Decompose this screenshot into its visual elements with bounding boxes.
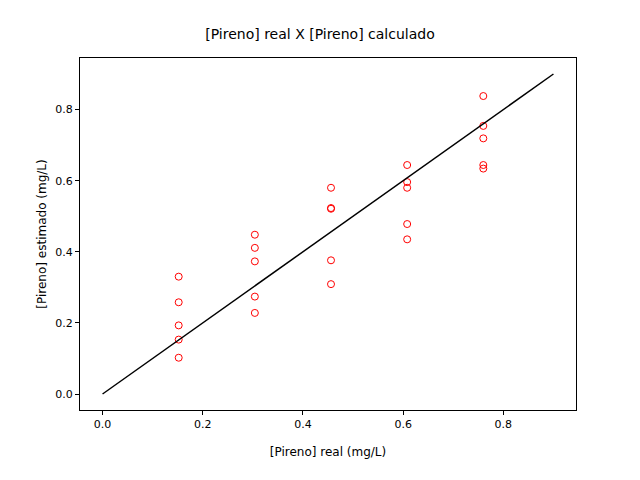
svg-text:0.6: 0.6 <box>394 418 412 431</box>
svg-text:[Pireno] real X [Pireno] calcu: [Pireno] real X [Pireno] calculado <box>205 26 434 42</box>
svg-text:[Pireno] estimado (mg/L): [Pireno] estimado (mg/L) <box>35 159 49 308</box>
svg-text:0.4: 0.4 <box>294 418 312 431</box>
svg-text:0.0: 0.0 <box>94 418 112 431</box>
svg-text:0.2: 0.2 <box>55 317 73 330</box>
svg-text:0.4: 0.4 <box>55 246 73 259</box>
svg-text:0.0: 0.0 <box>55 388 73 401</box>
svg-text:0.6: 0.6 <box>55 175 73 188</box>
svg-text:0.2: 0.2 <box>194 418 212 431</box>
svg-text:[Pireno] real (mg/L): [Pireno] real (mg/L) <box>270 445 386 459</box>
svg-text:0.8: 0.8 <box>55 103 73 116</box>
svg-text:0.8: 0.8 <box>495 418 512 431</box>
